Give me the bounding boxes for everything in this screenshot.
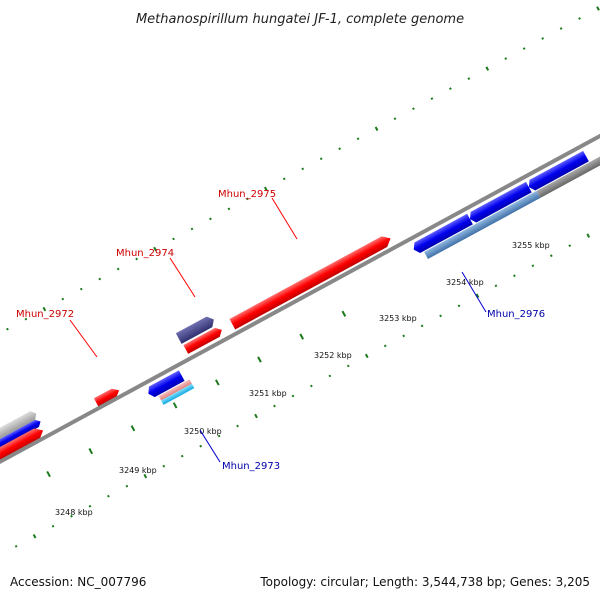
gene-labels: Mhun_2972 Mhun_2974 Mhun_2975 Mhun_2973 … xyxy=(16,189,545,472)
kbp-tick-marks xyxy=(46,310,347,478)
kbp-label: 3254 kbp xyxy=(446,278,484,287)
inner-tick-ring xyxy=(14,233,591,548)
gene-forward[interactable] xyxy=(0,409,39,482)
gene-mhun-2973b[interactable] xyxy=(158,379,192,401)
gene-mhun-2973[interactable] xyxy=(145,370,185,399)
gene-label-mhun-2973[interactable]: Mhun_2973 xyxy=(222,461,280,472)
kbp-label: 3252 kbp xyxy=(314,351,352,360)
gene-label-mhun-2974[interactable]: Mhun_2974 xyxy=(116,248,174,259)
gene-reverse[interactable] xyxy=(411,213,473,255)
kbp-label: 3249 kbp xyxy=(119,466,157,475)
accession-text: Accession: NC_007796 xyxy=(10,575,146,589)
genome-backbone xyxy=(0,87,600,521)
genome-summary-text: Topology: circular; Length: 3,544,738 bp… xyxy=(259,575,590,589)
gene-label-mhun-2972[interactable]: Mhun_2972 xyxy=(16,309,74,320)
map-title: Methanospirillum hungatei JF-1, complete… xyxy=(136,12,464,27)
kbp-label: 3253 kbp xyxy=(379,314,417,323)
gene-label-mhun-2976[interactable]: Mhun_2976 xyxy=(487,309,545,320)
reverse-strand-features xyxy=(145,150,600,405)
gene-mhun-2972[interactable] xyxy=(0,425,46,475)
gene-label-mhun-2975[interactable]: Mhun_2975 xyxy=(218,189,276,200)
gene-reverse[interactable] xyxy=(526,150,589,193)
kbp-label: 3255 kbp xyxy=(512,241,550,250)
forward-strand-features xyxy=(0,233,393,489)
kbp-label: 3248 kbp xyxy=(55,508,93,517)
outer-tick-ring xyxy=(6,6,600,331)
kbp-label: 3251 kbp xyxy=(249,389,287,398)
gene-forward[interactable] xyxy=(0,418,42,489)
kbp-label: 3250 kbp xyxy=(184,427,222,436)
gene-mhun-2974[interactable] xyxy=(175,314,217,344)
gene-mhun-2974b[interactable] xyxy=(183,326,224,354)
gene-label-leaders xyxy=(69,197,487,463)
gene-reverse[interactable] xyxy=(536,152,600,198)
gene-mhun-2973c[interactable] xyxy=(161,383,195,405)
gene-mhun-2972b[interactable] xyxy=(93,386,122,408)
kbp-labels: 3248 kbp 3249 kbp 3250 kbp 3251 kbp 3252… xyxy=(55,241,550,517)
gene-mhun-2975[interactable] xyxy=(229,233,393,330)
gene-mhun-2976b[interactable] xyxy=(424,190,541,259)
gene-mhun-2976[interactable] xyxy=(467,181,532,225)
